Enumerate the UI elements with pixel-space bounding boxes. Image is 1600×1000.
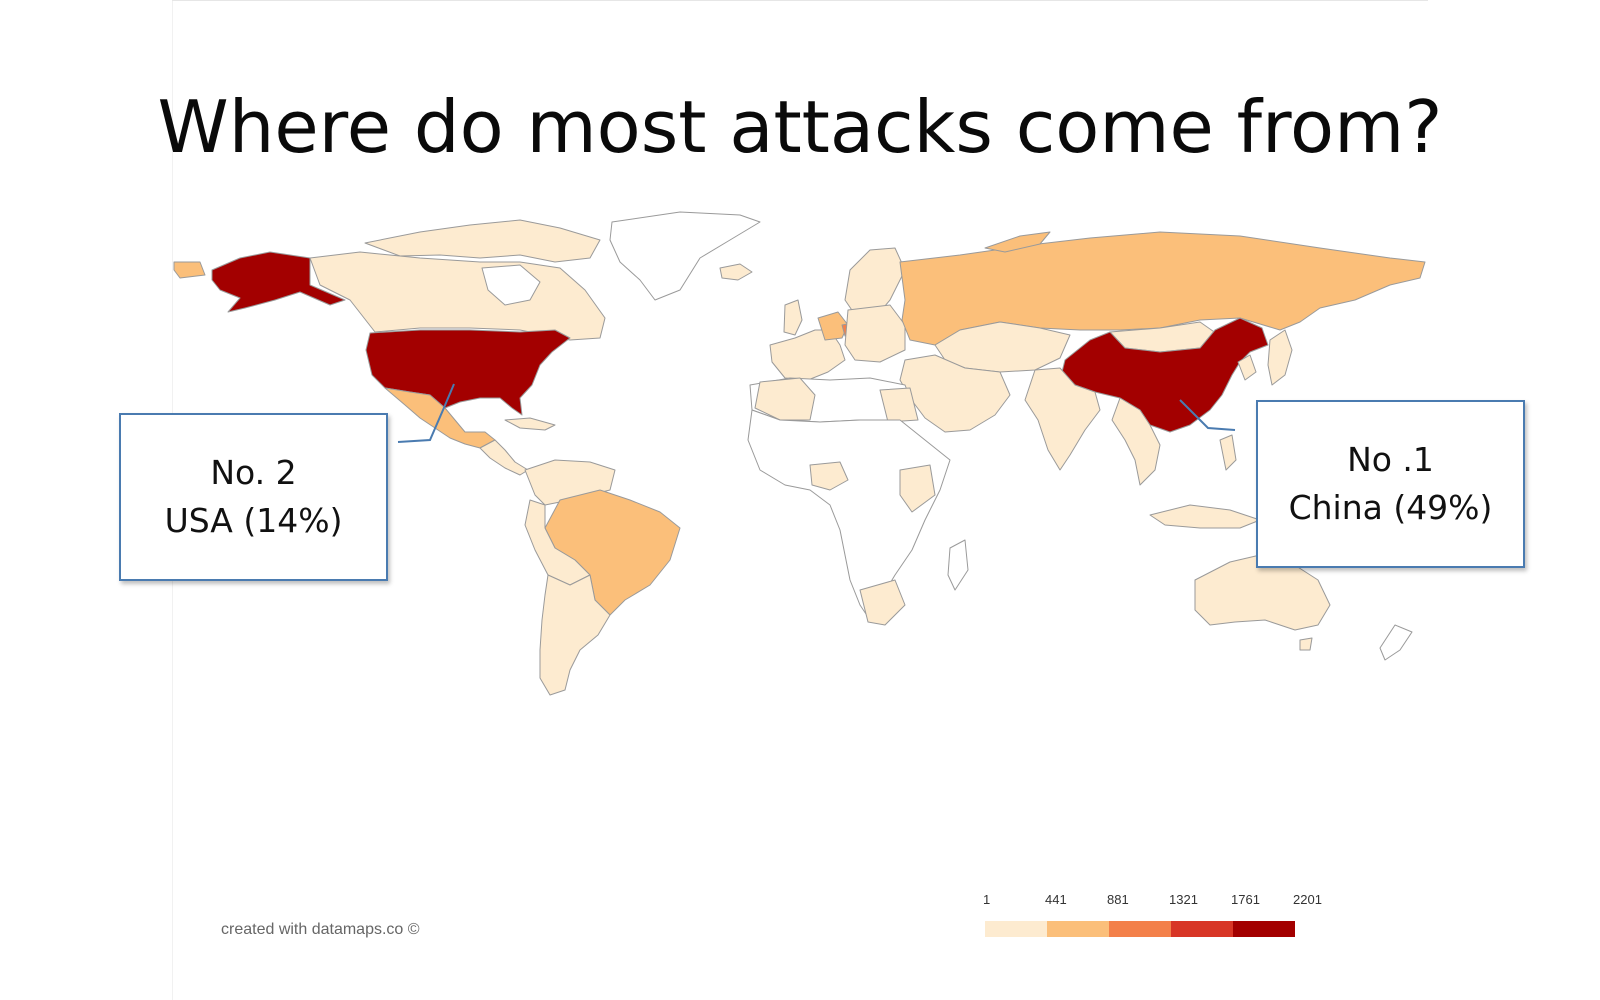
legend-tick-label: 881 xyxy=(1107,892,1129,907)
region-south-africa[interactable] xyxy=(859,579,906,626)
legend-tick-label: 1 xyxy=(983,892,991,907)
legend-tick-label: 2201 xyxy=(1293,892,1322,907)
region-iceland[interactable] xyxy=(719,263,753,281)
region-greenland[interactable] xyxy=(609,211,761,301)
region-nigeria[interactable] xyxy=(809,461,849,491)
region-usa[interactable] xyxy=(365,329,571,416)
legend-swatch xyxy=(1233,921,1295,937)
region-china[interactable] xyxy=(1061,317,1269,433)
usa-rank: No. 2 xyxy=(210,453,297,492)
region-central-america[interactable] xyxy=(479,439,529,476)
region-canada[interactable] xyxy=(309,251,606,341)
region-africa-central[interactable] xyxy=(747,409,951,621)
legend-tick-label: 1321 xyxy=(1169,892,1198,907)
legend-tick-label: 1761 xyxy=(1231,892,1260,907)
legend-swatch xyxy=(1047,921,1109,937)
legend-swatch xyxy=(1171,921,1233,937)
region-alaska[interactable] xyxy=(211,251,346,313)
region-egypt[interactable] xyxy=(879,387,919,423)
region-india[interactable] xyxy=(1024,367,1101,471)
usa-callout-pointer xyxy=(397,383,455,443)
color-legend: 1 441 881 1321 1761 2201 xyxy=(983,892,1322,942)
region-philippines[interactable] xyxy=(1219,434,1237,471)
legend-swatch xyxy=(985,921,1047,937)
china-label: China (49%) xyxy=(1288,488,1493,527)
region-madagascar[interactable] xyxy=(947,539,969,591)
region-hudson xyxy=(481,264,541,306)
legend-tick-label: 441 xyxy=(1045,892,1067,907)
slide-edge xyxy=(172,0,1428,1)
region-north-africa-west[interactable] xyxy=(754,377,816,421)
region-indonesia[interactable] xyxy=(1149,504,1261,529)
region-caribbean[interactable] xyxy=(504,417,556,431)
china-callout-pointer xyxy=(1179,399,1236,431)
region-se-asia[interactable] xyxy=(1111,397,1161,486)
region-ethiopia-kenya[interactable] xyxy=(899,464,936,513)
region-tasmania[interactable] xyxy=(1299,637,1313,651)
region-canada-islands[interactable] xyxy=(364,219,601,263)
region-japan[interactable] xyxy=(1267,329,1293,386)
china-rank: No .1 xyxy=(1347,440,1434,479)
region-argentina-chile[interactable] xyxy=(539,574,611,696)
region-eastern-europe[interactable] xyxy=(844,304,906,363)
usa-label: USA (14%) xyxy=(164,501,343,540)
map-credit: created with datamaps.co © xyxy=(221,921,420,938)
china-callout: No .1 China (49%) xyxy=(1256,400,1525,568)
region-russia-island[interactable] xyxy=(984,231,1051,253)
page-title: Where do most attacks come from? xyxy=(157,85,1443,169)
region-russia-west-tip[interactable] xyxy=(173,261,206,279)
legend-swatch xyxy=(1109,921,1171,937)
usa-callout: No. 2 USA (14%) xyxy=(119,413,388,581)
region-korea[interactable] xyxy=(1237,354,1257,381)
region-uk[interactable] xyxy=(783,299,803,336)
region-new-zealand[interactable] xyxy=(1379,624,1413,661)
region-western-europe[interactable] xyxy=(769,329,846,381)
